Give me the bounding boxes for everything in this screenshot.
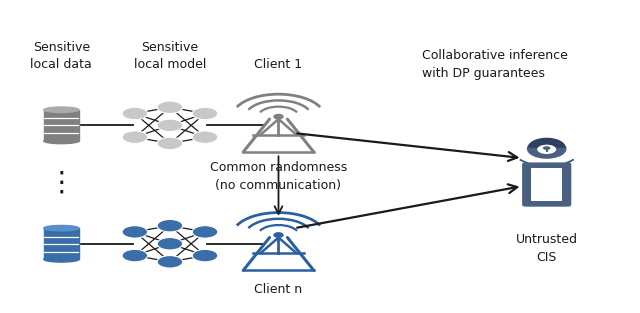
Text: Collaborative inference
with DP guarantees: Collaborative inference with DP guarante… [422,49,568,80]
FancyBboxPatch shape [522,162,572,207]
Ellipse shape [44,107,79,112]
Text: Sensitive
local model: Sensitive local model [134,41,206,71]
Circle shape [537,145,556,154]
Circle shape [527,139,566,158]
Circle shape [157,101,182,114]
Circle shape [122,107,148,120]
Text: ⋮: ⋮ [47,169,76,197]
Bar [44,110,79,141]
Circle shape [274,115,283,119]
Bar [44,228,79,259]
Text: Client n: Client n [255,283,303,296]
Circle shape [157,137,182,150]
Circle shape [122,249,148,262]
Text: Common randomness
(no communication): Common randomness (no communication) [210,161,347,192]
Ellipse shape [44,138,79,144]
Circle shape [192,107,218,120]
Circle shape [192,226,218,238]
Circle shape [543,146,550,150]
Circle shape [274,233,283,237]
Circle shape [157,256,182,268]
Circle shape [192,249,218,262]
Wedge shape [529,138,564,147]
Circle shape [192,131,218,143]
Circle shape [157,119,182,131]
FancyBboxPatch shape [531,168,563,201]
Circle shape [157,238,182,250]
Circle shape [122,131,148,143]
Text: Sensitive
local data: Sensitive local data [31,41,92,71]
Text: Client 1: Client 1 [255,58,303,71]
Text: Untrusted
CIS: Untrusted CIS [516,233,578,264]
Ellipse shape [44,225,79,231]
Polygon shape [520,160,573,166]
Circle shape [122,226,148,238]
Circle shape [157,219,182,232]
Ellipse shape [44,257,79,262]
